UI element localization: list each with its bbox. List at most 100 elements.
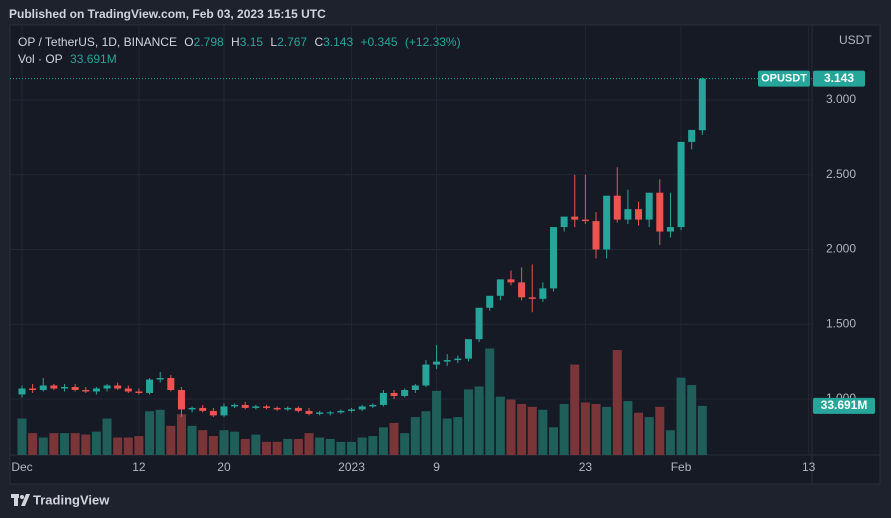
y-axis-title: USDT — [839, 33, 872, 47]
candle-body — [698, 78, 706, 131]
x-tick-label: Dec — [11, 460, 32, 474]
volume-bar — [634, 412, 644, 455]
volume-value: 33.691M — [70, 52, 117, 66]
candle-body — [581, 219, 589, 222]
candle-body — [156, 378, 164, 380]
volume-bar — [230, 431, 240, 455]
candle-body — [92, 388, 100, 392]
l-label: L — [270, 35, 278, 49]
candle-body — [571, 216, 579, 220]
candle-body — [475, 307, 483, 340]
x-tick-label: Feb — [671, 460, 692, 474]
volume-legend: Vol · OP 33.691M — [18, 52, 121, 66]
volume-bar — [357, 437, 367, 455]
candle-body — [114, 385, 122, 389]
volume-bar — [378, 427, 388, 455]
volume-bar — [17, 418, 27, 455]
last-price-box — [813, 70, 865, 87]
volume-bar — [91, 431, 101, 455]
candle-body — [284, 407, 292, 410]
volume-bar — [28, 433, 38, 455]
candle-body — [645, 192, 653, 220]
candle-body — [433, 361, 441, 365]
candle-body — [188, 407, 196, 410]
volume-bar — [495, 396, 505, 455]
candle-body — [82, 389, 90, 392]
volume-bar — [421, 411, 431, 455]
change-pct: (+12.33%) — [404, 35, 461, 49]
candle-body — [262, 406, 270, 408]
candle-body — [464, 339, 472, 359]
volume-bar — [325, 438, 335, 455]
price-symbol-box — [758, 70, 810, 87]
candle-body — [337, 410, 345, 413]
volume-label-box — [813, 397, 875, 414]
volume-bar — [538, 409, 548, 455]
volume-bar — [687, 385, 697, 455]
volume-bar — [240, 438, 250, 455]
change: +0.345 — [360, 35, 398, 49]
candle-body — [316, 412, 324, 414]
volume-bar — [166, 425, 176, 455]
candle-body — [199, 407, 207, 411]
candle-body — [209, 410, 217, 416]
candle-body — [390, 392, 398, 396]
candle-body — [666, 227, 674, 232]
volume-bar — [368, 436, 378, 455]
y-tick-label: 1.500 — [826, 316, 856, 330]
c-value: 3.143 — [323, 35, 354, 49]
candle-body — [220, 406, 228, 416]
volume-bar — [113, 437, 123, 455]
candle-body — [454, 358, 462, 361]
volume-bar — [304, 433, 314, 455]
volume-bar — [410, 417, 420, 455]
volume-name: Vol · OP — [18, 52, 63, 66]
candle-body — [348, 409, 356, 411]
o-value: 2.798 — [193, 35, 224, 49]
volume-bar — [580, 402, 590, 455]
volume-bar — [347, 441, 357, 455]
candle-body — [379, 392, 387, 405]
price-symbol: OPUSDT — [761, 73, 807, 85]
volume-bar — [155, 409, 165, 455]
candle-body — [422, 364, 430, 386]
volume-bar — [176, 414, 186, 455]
volume-bar — [315, 437, 325, 455]
footer-logo — [11, 494, 30, 506]
candle-body — [411, 385, 419, 390]
candle-body — [369, 404, 377, 407]
candle-body — [496, 279, 504, 296]
candle-body — [656, 192, 664, 232]
volume-bar — [251, 434, 261, 455]
volume-bar — [591, 403, 601, 455]
volume-bar — [665, 430, 675, 455]
volume-bar — [293, 438, 303, 455]
legend: OP / TetherUS, 1D, BINANCE O2.798 H3.15 … — [18, 35, 465, 49]
candle-body — [231, 404, 239, 407]
volume-bar — [400, 433, 410, 455]
candle-body — [688, 129, 696, 142]
volume-bar — [644, 417, 654, 455]
candle-body — [358, 406, 366, 410]
h-label: H — [231, 35, 240, 49]
candle-body — [124, 388, 132, 392]
volume-bar — [49, 433, 59, 455]
candle-body — [50, 385, 58, 389]
volume-bar — [134, 436, 144, 455]
volume-bar — [123, 437, 133, 455]
candle-body — [507, 279, 515, 283]
candle-body — [443, 360, 451, 362]
panel — [9, 24, 881, 485]
candle-body — [177, 389, 185, 410]
candle-body — [486, 295, 494, 308]
candle-body — [401, 389, 409, 396]
volume-bar — [474, 386, 484, 455]
volume-bar — [549, 427, 558, 455]
y-tick-label: 2.500 — [826, 167, 856, 181]
volume-bar — [602, 406, 612, 455]
candle-body — [592, 221, 600, 250]
volume-bar — [463, 389, 473, 455]
x-tick-label: 9 — [433, 460, 440, 474]
volume-bar — [208, 436, 218, 455]
